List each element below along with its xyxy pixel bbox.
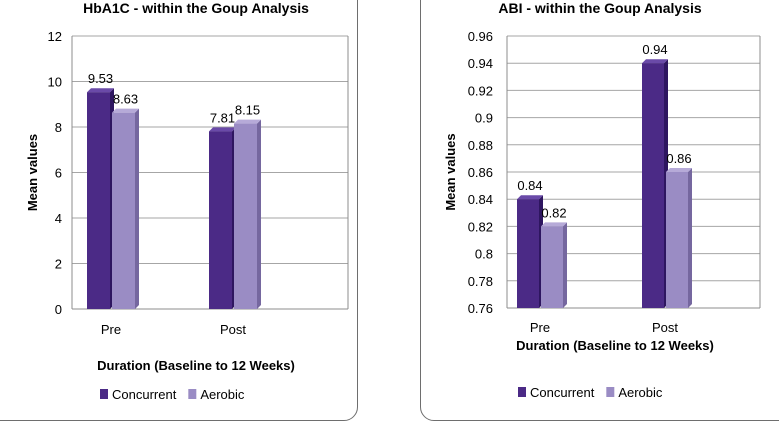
y-tick-label: 6 <box>55 166 62 181</box>
y-tick-label: 0.76 <box>468 301 493 316</box>
legend-swatch-aerobic <box>188 389 197 399</box>
bar-top-concurrent <box>87 88 114 93</box>
y-tick-label: 0.94 <box>468 56 493 71</box>
y-tick-label: 0.92 <box>468 83 493 98</box>
y-tick-label: 12 <box>48 29 62 44</box>
bar-top-aerobic <box>112 108 139 113</box>
data-label: 0.94 <box>642 42 667 57</box>
y-tick-label: 0.9 <box>475 111 493 126</box>
chart-title: ABI - within the Goup Analysis <box>498 0 701 16</box>
chart-panel-abi <box>420 0 779 421</box>
y-tick-label: 2 <box>55 257 62 272</box>
y-tick-label: 0.86 <box>468 165 493 180</box>
x-axis-title: Duration (Baseline to 12 Weeks) <box>516 338 714 353</box>
data-label: 0.86 <box>666 151 691 166</box>
y-tick-label: 0.82 <box>468 219 493 234</box>
y-tick-label: 0.84 <box>468 192 493 207</box>
x-axis-title: Duration (Baseline to 12 Weeks) <box>97 358 295 373</box>
data-label: 7.81 <box>210 110 235 125</box>
bar-side-aerobic <box>563 222 567 308</box>
bar-top-concurrent <box>209 127 236 132</box>
y-axis-title: Mean values <box>25 134 40 211</box>
bar-aerobic-post <box>666 172 688 308</box>
bar-concurrent-post <box>209 131 232 309</box>
data-label: 8.63 <box>113 92 138 107</box>
legend-swatch-concurrent <box>100 389 108 399</box>
bar-top-aerobic <box>666 168 692 172</box>
bar-top-concurrent <box>642 59 668 64</box>
x-category-label: Post <box>652 320 678 335</box>
chart-title: HbA1C - within the Goup Analysis <box>83 0 309 16</box>
x-category-label: Post <box>220 322 246 337</box>
bar-side-aerobic <box>257 119 261 310</box>
bar-side-aerobic <box>135 108 139 309</box>
legend-label-concurrent: Concurrent <box>530 385 595 400</box>
bar-top-aerobic <box>234 119 261 124</box>
y-tick-label: 0.8 <box>475 247 493 262</box>
y-tick-label: 0.88 <box>468 138 493 153</box>
legend-label-aerobic: Aerobic <box>200 387 245 402</box>
legend-swatch-concurrent <box>518 387 526 397</box>
chart-panel-hba1c <box>0 0 358 421</box>
x-category-label: Pre <box>530 320 550 335</box>
bar-concurrent-post <box>642 63 664 309</box>
bar-aerobic-post <box>234 123 257 310</box>
x-category-label: Pre <box>101 322 121 337</box>
y-tick-label: 0.96 <box>468 29 493 44</box>
data-label: 0.82 <box>541 205 566 220</box>
y-tick-label: 0.78 <box>468 274 493 289</box>
y-tick-label: 0 <box>55 302 62 317</box>
y-axis-title: Mean values <box>443 133 458 210</box>
bar-aerobic-pre <box>112 112 135 309</box>
data-label: 0.84 <box>517 178 542 193</box>
bar-side-aerobic <box>688 168 692 308</box>
data-label: 8.15 <box>235 103 260 118</box>
y-tick-label: 10 <box>48 75 62 90</box>
y-tick-label: 4 <box>55 211 62 226</box>
legend-label-aerobic: Aerobic <box>618 385 663 400</box>
legend-swatch-aerobic <box>606 387 615 397</box>
bar-top-aerobic <box>541 222 567 227</box>
bar-top-concurrent <box>517 195 543 200</box>
bar-aerobic-pre <box>541 226 563 308</box>
bar-concurrent-pre <box>87 92 110 309</box>
bar-concurrent-pre <box>517 199 539 308</box>
data-label: 9.53 <box>88 71 113 86</box>
y-tick-label: 8 <box>55 120 62 135</box>
legend-label-concurrent: Concurrent <box>112 387 177 402</box>
